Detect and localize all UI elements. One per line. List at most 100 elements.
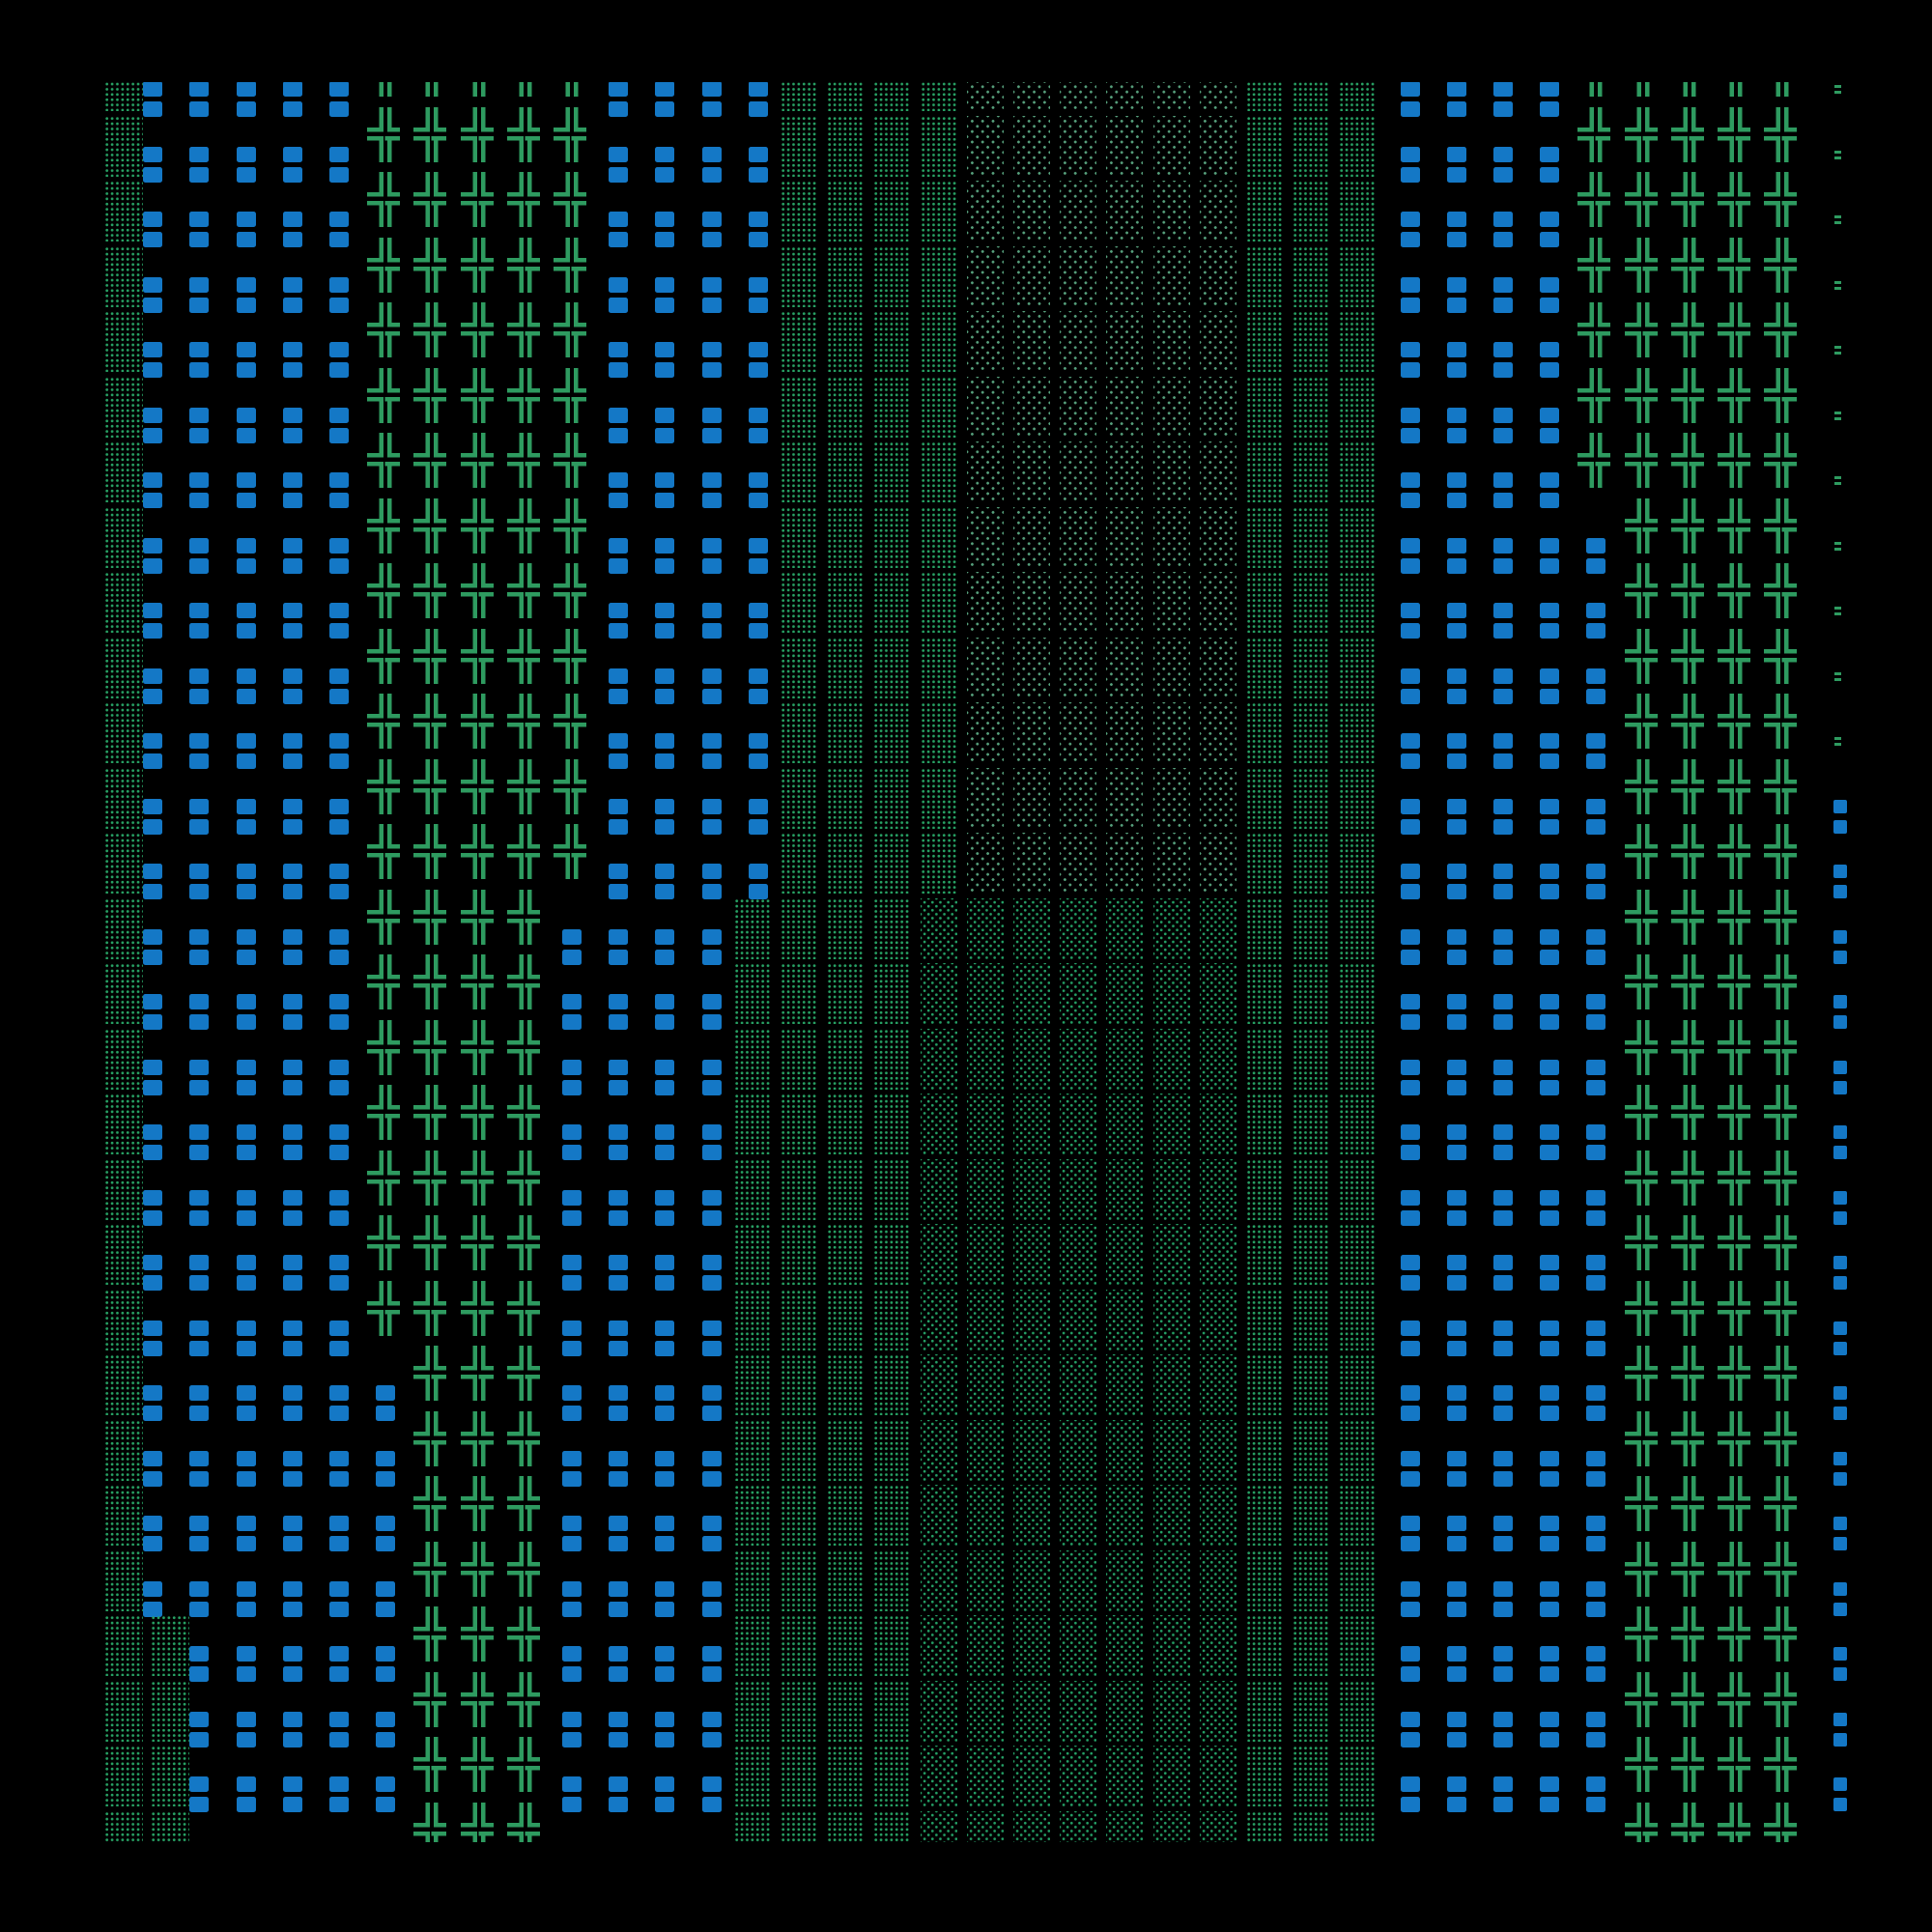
blue-rect-pair-glyph <box>1525 441 1572 508</box>
edge-dash-bottom <box>1834 547 1842 551</box>
dither-block-dense <box>1246 572 1283 633</box>
blue-rect-top <box>701 1516 722 1531</box>
blue-rect-top <box>1446 1711 1466 1727</box>
blue-rect-bottom <box>655 1014 675 1030</box>
green-cross-glyph <box>1577 172 1611 227</box>
blue-rect-bottom <box>236 232 256 247</box>
blue-rect-top <box>562 1776 582 1792</box>
blue-rect-bottom <box>701 1797 722 1812</box>
blue-rect-bottom <box>1540 688 1560 704</box>
dither-block-dense <box>827 1680 865 1742</box>
green-cross-glyph <box>1624 628 1658 684</box>
blue-rect-pair-glyph <box>175 441 221 508</box>
green-cross-glyph <box>1718 1802 1750 1842</box>
dither-block-medium <box>966 1354 1004 1415</box>
blue-rect-top <box>701 276 722 293</box>
blue-rect-pair-glyph <box>315 1485 361 1551</box>
green-cross-glyph <box>1764 1476 1798 1531</box>
dither-block-left-strip-dense <box>104 1354 143 1415</box>
blue-rect-top <box>562 1841 582 1842</box>
blue-rect-pair-glyph <box>1479 702 1525 769</box>
green-cross-glyph <box>1718 694 1750 749</box>
blue-rect-top <box>329 342 349 357</box>
blue-rect-pair-glyph <box>1386 1615 1433 1682</box>
dither-block-dense <box>1293 767 1330 829</box>
blue-rect-bottom <box>655 884 675 899</box>
blue-rect-bottom <box>1586 1536 1606 1551</box>
blue-rect-top <box>143 798 163 814</box>
blue-rect-bottom <box>1446 557 1466 574</box>
dither-block-dense <box>1246 441 1283 502</box>
blue-rect-bottom <box>189 623 210 639</box>
dither-block-dense <box>827 311 865 372</box>
blue-rect-bottom <box>376 1406 396 1421</box>
dither-block-dense <box>1339 1094 1377 1154</box>
blue-rect-pair-glyph <box>734 507 781 574</box>
blue-rect-pair-glyph <box>688 1485 734 1551</box>
blue-rect-bottom <box>329 493 349 508</box>
blue-rect-top <box>1586 1516 1606 1531</box>
blue-rect-top <box>1400 472 1420 488</box>
blue-rect-top <box>1493 1189 1513 1206</box>
blue-rect-top <box>1833 1647 1848 1661</box>
blue-rect-pair-glyph <box>1433 1746 1479 1812</box>
green-cross-glyph <box>1718 433 1750 488</box>
blue-rect-pair-glyph <box>361 1354 408 1421</box>
green-cross-glyph <box>1670 889 1704 945</box>
blue-rect-bottom <box>1833 1471 1848 1486</box>
blue-rect-pair-glyph <box>269 116 315 183</box>
blue-rect-bottom <box>236 753 256 769</box>
green-cross-glyph <box>1624 1085 1658 1140</box>
green-cross-glyph <box>460 237 494 293</box>
blue-rect-bottom <box>282 362 302 378</box>
blue-rect-pair-glyph <box>175 507 221 574</box>
blue-rect-pair-glyph <box>128 1485 175 1551</box>
blue-rect-pair-glyph <box>269 441 315 508</box>
blue-rect-top <box>1833 865 1848 878</box>
blue-rect-pair-glyph <box>315 181 361 247</box>
blue-rect-bottom <box>701 884 722 899</box>
blue-rect-top <box>236 1841 256 1842</box>
dither-block-dense <box>733 1680 771 1742</box>
blue-rect-pair-glyph <box>269 311 315 378</box>
blue-rect-top <box>1400 1516 1420 1531</box>
blue-rect-bottom <box>143 297 163 313</box>
blue-rect-bottom <box>748 818 768 835</box>
dither-block-sparse <box>1152 376 1190 438</box>
dither-block-dense <box>781 1094 817 1154</box>
blue-rect-bottom <box>609 949 629 965</box>
blue-rect-top <box>236 472 256 488</box>
blue-rect-pair-glyph <box>175 1029 221 1095</box>
blue-rect-top <box>1540 864 1560 879</box>
blue-rect-pair-glyph <box>1525 116 1572 183</box>
blue-rect-top <box>655 1124 675 1140</box>
dither-block-medium <box>1199 1158 1236 1220</box>
blue-rect-bottom <box>609 166 629 183</box>
blue-rect-pair-glyph <box>175 572 221 639</box>
blue-rect-bottom <box>1446 1079 1466 1095</box>
edge-small-blue-pair-glyph <box>1804 1681 1851 1747</box>
blue-rect-top <box>701 1841 722 1842</box>
edge-dash-top <box>1834 476 1842 479</box>
blue-rect-pair-glyph <box>548 1550 594 1617</box>
dither-block-dense <box>920 441 957 502</box>
green-cross-glyph <box>413 1085 447 1140</box>
dither-block-medium <box>1106 1158 1144 1220</box>
dither-block-sparse <box>1106 506 1144 568</box>
green-cross-glyph <box>1718 237 1750 293</box>
blue-rect-bottom <box>1446 623 1466 639</box>
green-cross-glyph <box>1718 1541 1750 1597</box>
blue-rect-bottom <box>1833 1080 1848 1094</box>
blue-rect-top <box>282 1711 302 1727</box>
blue-rect-bottom <box>701 1145 722 1160</box>
blue-rect-top <box>1493 342 1513 357</box>
green-cross-glyph <box>1718 1410 1750 1466</box>
dither-block-dense <box>1339 1419 1377 1481</box>
blue-rect-bottom <box>1493 427 1513 443</box>
dither-block-dense <box>873 1549 911 1611</box>
dither-block-dense <box>781 702 817 763</box>
blue-rect-bottom <box>1400 1601 1420 1617</box>
dither-block-sparse <box>1060 376 1097 438</box>
blue-rect-bottom <box>1493 101 1513 117</box>
